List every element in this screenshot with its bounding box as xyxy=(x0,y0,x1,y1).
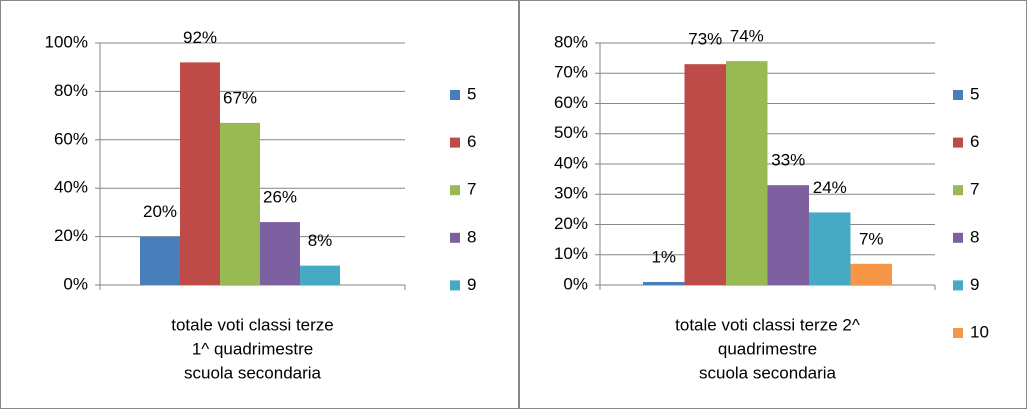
bar xyxy=(140,236,180,285)
data-label: 24% xyxy=(813,178,847,197)
x-tick-label: quadrimestre xyxy=(718,339,817,358)
x-tick-label: scuola secondaria xyxy=(699,363,837,382)
data-label: 1% xyxy=(651,247,676,266)
bar xyxy=(726,61,768,286)
bar xyxy=(809,212,851,285)
legend-swatch xyxy=(953,185,963,196)
y-tick-label: 20% xyxy=(554,214,588,233)
legend-swatch xyxy=(450,137,460,148)
y-tick-label: 30% xyxy=(554,184,588,203)
data-label: 20% xyxy=(143,202,177,221)
legend-swatch xyxy=(450,280,460,291)
y-tick-label: 80% xyxy=(54,81,88,100)
bar xyxy=(643,281,685,285)
y-tick-label: 100% xyxy=(45,32,88,51)
bar xyxy=(300,265,340,285)
x-tick-label: totale voti classi terze 2^ xyxy=(675,315,860,334)
bar xyxy=(180,62,220,285)
x-tick-label: scuola secondaria xyxy=(184,363,322,382)
legend-swatch xyxy=(450,232,460,243)
legend-swatch xyxy=(450,90,460,100)
data-label: 8% xyxy=(308,231,333,250)
y-tick-label: 0% xyxy=(63,274,88,293)
legend-label: 8 xyxy=(970,227,979,246)
data-label: 33% xyxy=(771,151,805,170)
data-label: 92% xyxy=(183,28,217,47)
legend-label: 5 xyxy=(970,84,979,103)
data-label: 26% xyxy=(263,188,297,207)
legend-label: 9 xyxy=(970,275,979,294)
data-label: 7% xyxy=(859,229,884,248)
y-tick-label: 20% xyxy=(54,226,88,245)
bar xyxy=(850,263,892,285)
legend-label: 7 xyxy=(970,180,979,199)
legend-label: 5 xyxy=(467,84,476,103)
data-label: 67% xyxy=(223,88,257,107)
y-tick-label: 60% xyxy=(554,93,588,112)
legend-swatch xyxy=(450,185,460,196)
y-tick-label: 0% xyxy=(563,274,588,293)
legend-swatch xyxy=(953,137,963,148)
legend-swatch xyxy=(953,90,963,100)
y-tick-label: 50% xyxy=(554,123,588,142)
bar xyxy=(260,222,300,285)
legend-swatch xyxy=(953,328,963,338)
legend-label: 9 xyxy=(467,275,476,294)
bar xyxy=(767,185,809,285)
y-tick-label: 60% xyxy=(54,129,88,148)
y-tick-label: 70% xyxy=(554,63,588,82)
y-tick-label: 40% xyxy=(554,153,588,172)
y-tick-label: 10% xyxy=(554,244,588,263)
x-tick-label: totale voti classi terze xyxy=(171,315,334,334)
legend-label: 6 xyxy=(467,132,476,151)
bar xyxy=(684,64,726,285)
y-tick-label: 80% xyxy=(554,32,588,51)
legend-label: 10 xyxy=(970,322,989,341)
data-label: 73% xyxy=(688,30,722,49)
data-label: 74% xyxy=(730,27,764,46)
y-tick-label: 40% xyxy=(54,178,88,197)
legend-label: 6 xyxy=(970,132,979,151)
legend-swatch xyxy=(953,232,963,243)
x-tick-label: 1^ quadrimestre xyxy=(192,339,313,358)
legend-swatch xyxy=(953,280,963,291)
bar xyxy=(220,122,260,285)
legend-label: 7 xyxy=(467,180,476,199)
legend-label: 8 xyxy=(467,227,476,246)
